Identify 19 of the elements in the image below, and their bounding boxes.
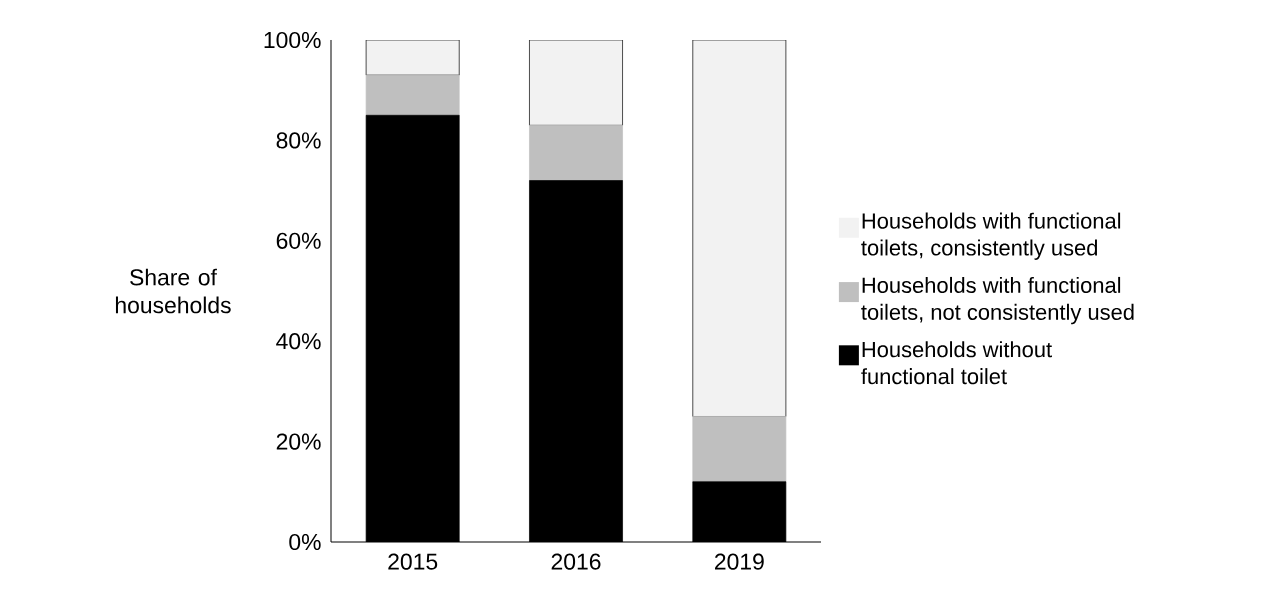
y-tick-label: 80%	[276, 132, 321, 149]
legend-label: Households without functional toilet	[861, 341, 1052, 385]
x-tick-label: 2019	[715, 553, 764, 570]
legend-label: Households with functional toilets, not consistently used	[861, 276, 1134, 325]
y-tick-label: 0%	[289, 533, 321, 551]
bar	[529, 39, 623, 126]
bar	[692, 416, 787, 483]
legend-label: Households with functional toilets, consistently used	[861, 212, 1121, 260]
bar	[365, 74, 460, 116]
y-tick-label: 60%	[276, 232, 321, 249]
x-tick-label: 2015	[388, 553, 438, 570]
y-tick-label: 20%	[276, 433, 321, 450]
bar	[529, 124, 623, 181]
y-tick-label: 100%	[264, 31, 321, 49]
y-axis-title: Share of households	[115, 268, 231, 314]
bar	[692, 39, 787, 417]
x-tick-label: 2016	[551, 553, 601, 570]
y-tick-label: 40%	[276, 333, 321, 350]
bar	[365, 39, 460, 76]
